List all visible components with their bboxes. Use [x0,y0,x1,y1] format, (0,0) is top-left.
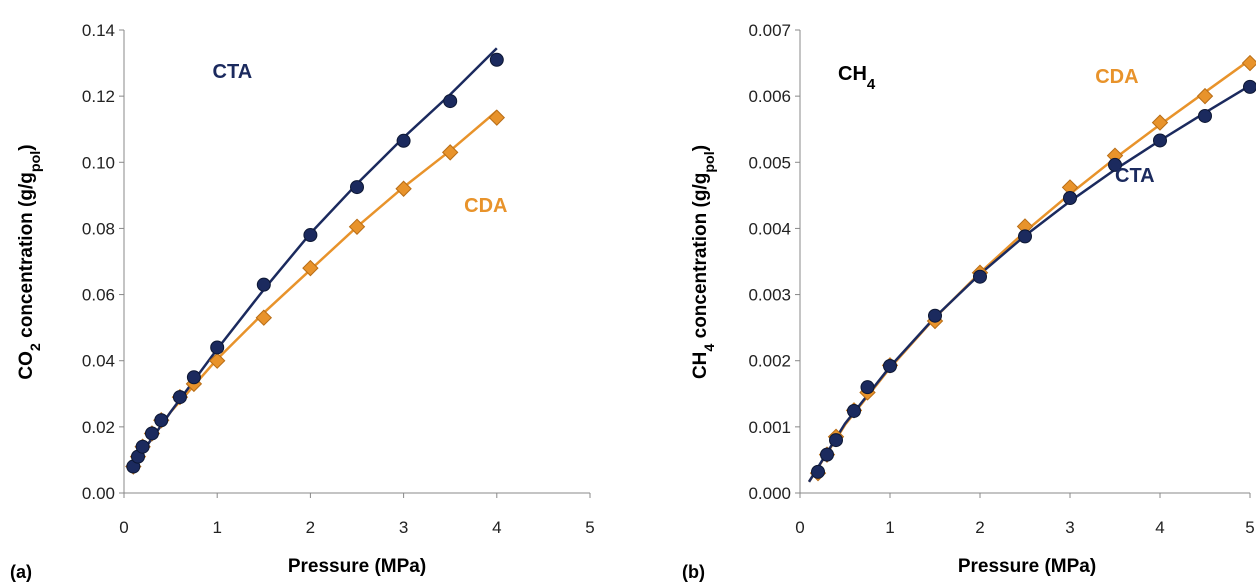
data-point-cda [1196,87,1214,105]
x-tick-label: 2 [306,518,315,537]
data-point-cta [811,464,825,479]
x-axis-title: Pressure (MPa) [288,556,426,577]
y-axis-title: CH4 concentration (g/gpol) [690,145,718,379]
data-point-cta [1063,191,1077,206]
data-point-cta [883,359,897,374]
data-point-cta [172,390,187,405]
data-point-cta [928,308,942,323]
x-tick-label: 4 [492,518,501,537]
y-tick-label: 0.006 [748,87,791,106]
fit-line-cta [127,47,498,473]
series-label-cda: CDA [464,195,507,217]
data-point-cta [1243,79,1256,94]
x-tick-label: 0 [119,518,128,537]
y-tick-label: 0.08 [82,219,115,238]
y-tick-label: 0.02 [82,418,115,437]
data-point-cta [443,94,458,109]
data-point-cta [1108,157,1122,172]
series-label-cda: CDA [1095,66,1138,88]
data-point-cda [348,218,366,235]
panel-a-co2-chart: 0.00 0.02 0.04 0.06 0.08 0.10 0.12 0.14 0 1 2 3 4 5 Pr… [10,21,595,582]
x-tick-label: 3 [1065,518,1074,537]
data-point-cda [1151,114,1169,131]
data-point-cta [820,447,834,462]
y-tick-label: 0.06 [82,286,115,305]
y-tick-label: 0.002 [748,352,791,371]
y-axis-title: CO2 concentration (g/gpol) [16,144,44,379]
data-point-cta [1018,229,1032,244]
data-point-cda [302,259,319,277]
data-point-cta [154,413,169,428]
fit-line-cda [127,110,498,473]
data-point-cta [1198,108,1212,123]
data-point-cta [350,180,364,195]
data-point-cta [210,340,225,355]
y-tick-label: 0.12 [82,87,115,106]
data-point-cda [255,309,273,326]
x-tick-label: 4 [1155,518,1164,537]
x-tick-label: 1 [885,518,894,537]
data-point-cda [441,144,459,161]
x-tick-label: 5 [585,518,594,537]
data-point-cda [395,180,412,197]
data-point-cda [1241,54,1256,72]
y-tick-label: 0.003 [748,286,791,305]
x-tick-label: 5 [1245,518,1254,537]
data-point-cta [396,133,411,148]
data-point-cta [489,52,504,67]
x-tick-label: 3 [399,518,408,537]
y-tick-label: 0.10 [82,153,115,172]
panel-label: (b) [682,562,705,582]
data-point-cta [303,228,318,243]
data-point-cta [135,439,150,454]
data-point-cta [186,370,201,385]
data-point-cta [829,433,843,448]
data-point-cda [488,109,506,126]
data-point-cta [847,403,861,418]
y-tick-label: 0.000 [748,484,791,503]
y-tick-label: 0.04 [82,352,115,371]
series-label-cta: CTA [213,61,253,83]
fit-line-cda [807,58,1251,483]
data-point-cta [256,277,271,292]
x-tick-label: 0 [795,518,804,537]
y-tick-label: 0.005 [748,153,791,172]
y-tick-label: 0.00 [82,484,115,503]
series-label-cta: CTA [1115,165,1155,187]
data-point-cta [1153,133,1167,148]
data-point-cta [860,380,875,395]
y-tick-label: 0.007 [748,21,791,40]
x-tick-label: 1 [212,518,221,537]
x-axis-title: Pressure (MPa) [958,556,1096,577]
y-tick-label: 0.004 [748,219,791,238]
data-point-cta [973,269,987,284]
panel-b-ch4-chart: 0.000 0.001 0.002 0.003 0.004 0.005 0.006 0.007… [682,21,1256,582]
x-tick-label: 2 [975,518,984,537]
data-point-cda [208,352,226,369]
y-tick-label: 0.14 [82,21,115,40]
data-point-cta [144,426,159,441]
y-tick-label: 0.001 [748,418,791,437]
chart-title: CH4 [838,63,876,93]
fit-line-cta [807,84,1251,483]
panel-label: (a) [10,562,32,582]
